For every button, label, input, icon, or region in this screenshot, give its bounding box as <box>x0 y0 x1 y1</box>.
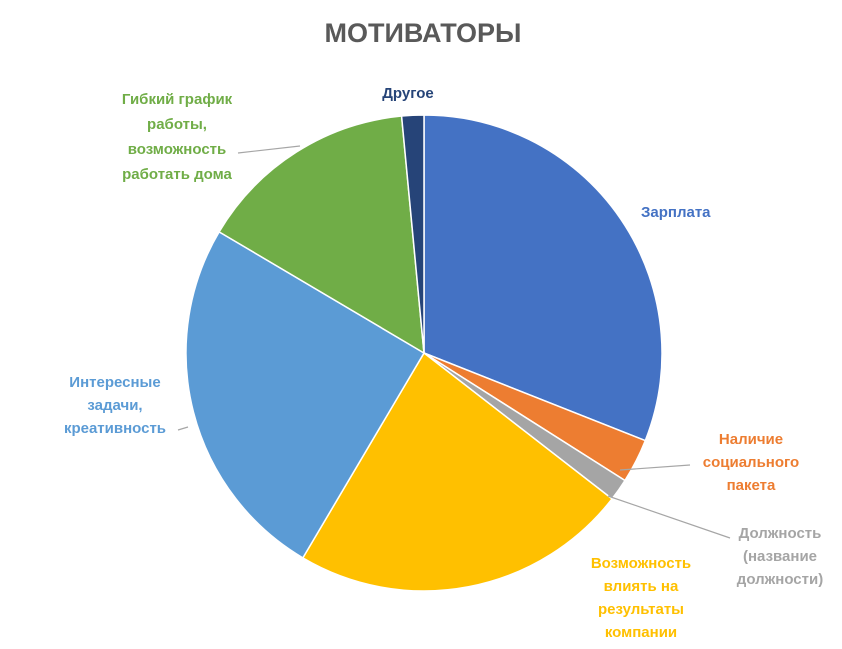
leader-line-2 <box>619 464 691 471</box>
pie-slice-1 <box>423 114 663 442</box>
pie-slices <box>185 114 663 592</box>
slice-label-7: Другое <box>382 85 434 102</box>
slice-label-3: Должность (название должности) <box>737 525 823 588</box>
pie-slice-4 <box>301 351 614 592</box>
leader-line-6 <box>237 145 301 154</box>
slice-label-6: Гибкий график работы, возможность работать … <box>122 91 233 183</box>
chart-title: МОТИВАТОРЫ <box>325 18 522 48</box>
slice-label-2: Наличие социального пакета <box>703 431 799 494</box>
leader-line-5 <box>177 426 189 431</box>
pie-slice-6 <box>218 115 425 355</box>
slice-label-4: Возможность влиять на результаты компании <box>591 555 691 641</box>
pie-slice-7 <box>400 114 425 354</box>
pie-slice-5 <box>185 230 426 559</box>
slice-label-1: Зарплата <box>641 204 711 221</box>
slice-labels: Зарплата Наличие социального пакета Должност… <box>64 85 823 641</box>
leader-line-3 <box>607 495 731 539</box>
leader-lines <box>177 145 731 539</box>
slice-label-5: Интересные задачи, креативность <box>64 374 166 437</box>
